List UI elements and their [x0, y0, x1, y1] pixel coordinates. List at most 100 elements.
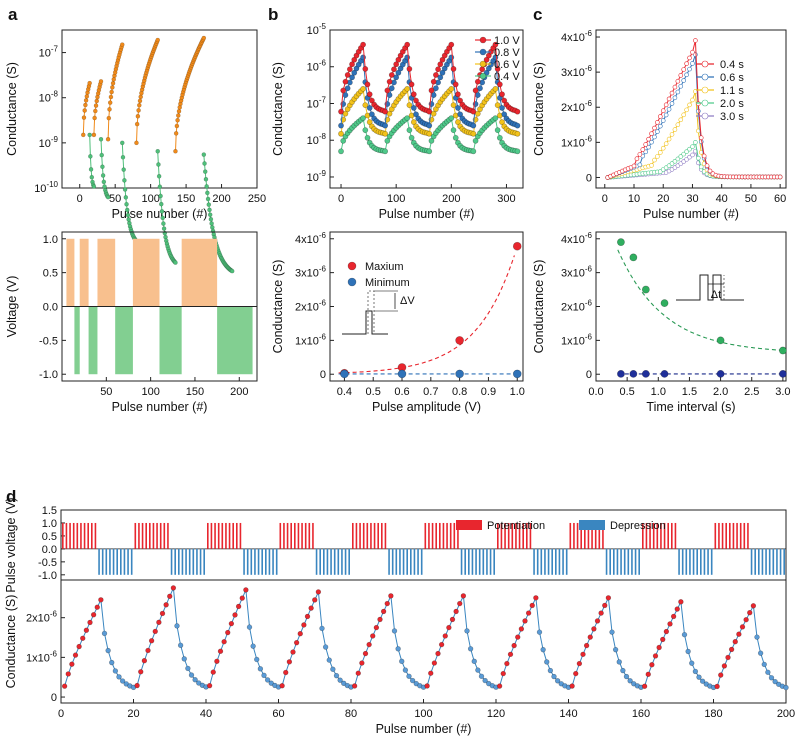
c-top-series-point [666, 136, 672, 142]
d-bottom-point [83, 627, 90, 633]
b-top-series-point [344, 85, 351, 92]
a-top-ytick-label: 10-8 [39, 90, 59, 105]
panel-label-a: a [8, 5, 18, 24]
d-bottom-point [152, 628, 158, 635]
b-top-series-point [499, 119, 505, 126]
d-bottom-point [641, 683, 648, 689]
c-top-series-point [660, 118, 666, 123]
c-top-series-point [684, 72, 689, 78]
b-top-series-point [483, 56, 490, 63]
d-bottom-point [413, 680, 419, 687]
a-top-pot-point [108, 94, 114, 100]
a-top-pot-point [80, 132, 86, 138]
b-top-series-point [514, 122, 521, 129]
b-bottom-point [512, 241, 522, 251]
a-bottom-positive-block [79, 238, 89, 307]
d-top-legend-label: Potentiation [487, 520, 545, 532]
d-bottom-point [399, 658, 405, 665]
d-bottom-point [279, 683, 285, 689]
d-bottom-point [732, 639, 738, 645]
d-bottom-point [689, 660, 695, 666]
b-bottom-point [340, 369, 349, 379]
c-bottom-point [641, 285, 650, 294]
b-top-series-point [342, 110, 349, 117]
a-top-pot-point [105, 136, 111, 142]
c-top-series-point [663, 141, 669, 147]
b-top-series-point [439, 69, 446, 76]
d-bottom-point [290, 649, 296, 655]
d-bottom-point [148, 638, 155, 644]
c-top-series-point [663, 112, 669, 118]
d-bottom-point [660, 636, 666, 643]
b-top-series-point [450, 127, 457, 134]
b-top-series-point [448, 115, 455, 122]
b-top-series-point [426, 148, 433, 155]
d-bottom-point [388, 593, 394, 599]
b-top-series-point [340, 87, 347, 94]
b-top-ytick-label: 10-5 [307, 22, 327, 37]
a-top-pot-point [134, 121, 140, 127]
c-bottom-inset-label: Δt [711, 289, 721, 301]
d-bottom-point [554, 678, 561, 684]
b-top-series-point [426, 130, 433, 137]
d-bottom-point [765, 669, 771, 675]
c-bottom-inset-pulse [676, 274, 744, 301]
b-top-xtick-label: 0 [338, 193, 344, 205]
d-bottom-point [496, 683, 503, 689]
d-bottom-point [522, 618, 528, 624]
b-bottom-inset-label: ΔV [400, 295, 415, 307]
d-bottom-point [268, 680, 274, 686]
a-top-ylabel: Conductance (S) [5, 62, 19, 156]
d-bottom-point [141, 658, 148, 664]
c-top-series-point [666, 96, 672, 102]
c-top-series-point [663, 102, 669, 108]
a-top-pot-point [93, 108, 98, 114]
b-bottom-xtick-label: 0.4 [337, 386, 352, 398]
c-top-series-point [681, 78, 686, 83]
b-top-series-point [470, 148, 477, 155]
b-top-series-point [384, 87, 391, 94]
d-bottom-point [670, 613, 677, 620]
d-bottom-xtick-label: 0 [58, 708, 64, 720]
c-top-series-point [672, 127, 678, 132]
c-bottom-point [716, 336, 725, 345]
b-top-series-point [386, 78, 393, 85]
c-top-series-point [684, 149, 689, 154]
b-top-series-point [428, 137, 435, 144]
a-bottom-positive-block [132, 238, 160, 307]
b-bottom-ylabel: Conductance (S) [271, 260, 285, 354]
a-top-pot-point [119, 42, 125, 47]
d-bottom-point [304, 613, 311, 620]
b-top-series-point [360, 41, 366, 48]
d-bottom-point [250, 643, 256, 649]
b-top-series-point [474, 110, 481, 117]
d-bottom-point [337, 677, 343, 683]
d-bottom-point [609, 629, 615, 635]
c-top-legend-marker [701, 99, 709, 107]
b-top-series-point [349, 61, 355, 68]
d-top-ylabel: Pulse voltage (V) [4, 497, 18, 592]
d-bottom-point [431, 660, 438, 666]
a-top-dep-point [202, 161, 207, 166]
d-bottom-point [678, 599, 684, 605]
d-bottom-point [312, 597, 318, 603]
d-bottom-point [580, 651, 586, 658]
b-top-series-point [346, 66, 353, 73]
d-bottom-point [453, 608, 459, 615]
b-top-series-point [452, 81, 459, 88]
b-top-series-point [406, 102, 413, 109]
c-top-series-point [658, 123, 663, 129]
b-top-series-point [406, 66, 413, 72]
a-top-dep-point [100, 173, 106, 178]
c-top-series-point [666, 106, 672, 112]
a-top-dep-point [119, 140, 125, 146]
d-bottom-point [544, 659, 550, 665]
b-top-series-point [362, 127, 369, 134]
d-bottom-point [76, 643, 82, 650]
d-bottom-point [656, 644, 662, 651]
c-top-legend-marker [701, 60, 709, 68]
a-top-dep-point [157, 184, 163, 190]
b-bottom-inset-pulse-dashed [367, 290, 375, 334]
a-top-dep-point [173, 260, 178, 265]
d-bottom-point [460, 593, 467, 599]
